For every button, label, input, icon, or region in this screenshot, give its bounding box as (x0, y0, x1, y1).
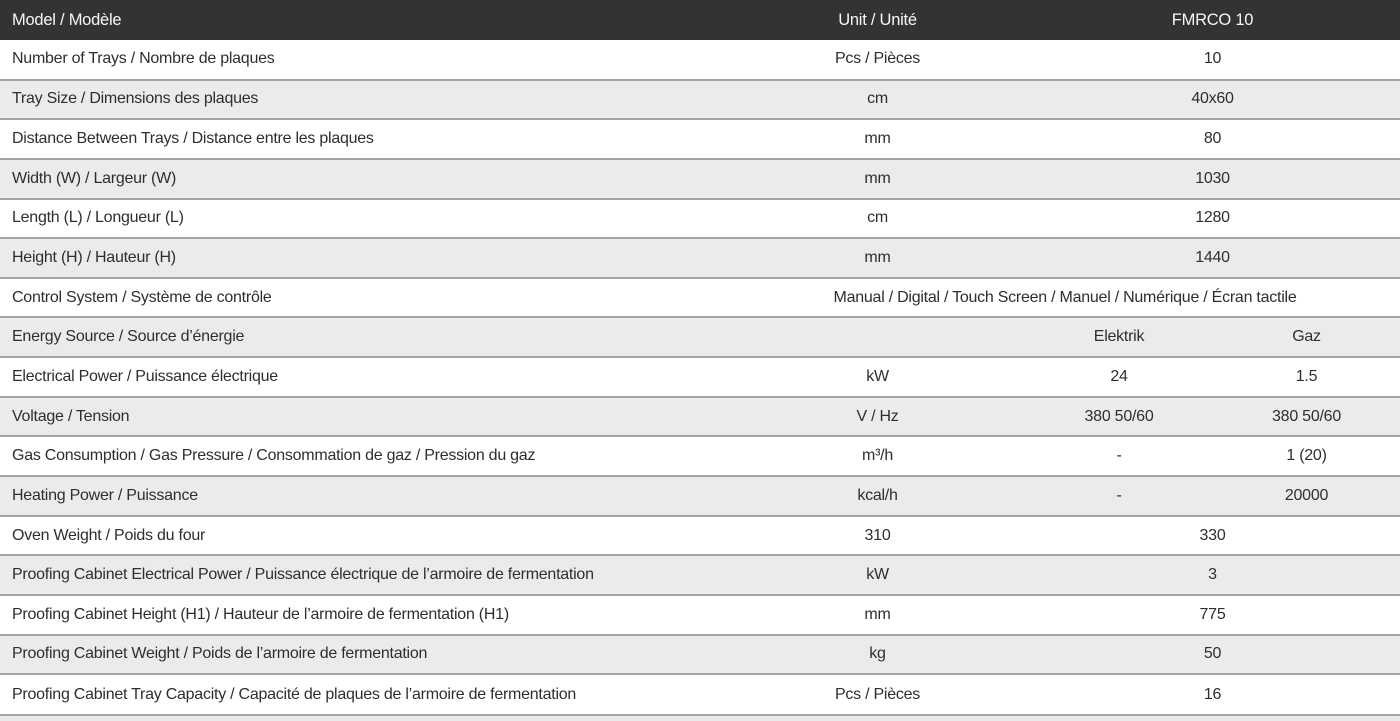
table-row: Proofing Cabinet Height (H1) / Hauteur d… (0, 594, 1400, 635)
next-row-edge (0, 714, 1400, 721)
unit-cell: V / Hz (856, 407, 899, 425)
table-row: Electrical Power / Puissance électrique … (0, 357, 1400, 397)
value-cell: 50 (1203, 645, 1222, 663)
row-label: Height (H) / Hauteur (H) (12, 249, 176, 267)
value-cell-span: Manual / Digital / Touch Screen / Manuel… (833, 288, 1297, 306)
table-row: Proofing Cabinet Weight / Poids de l’arm… (0, 634, 1400, 675)
header-model-label: Model / Modèle (12, 10, 122, 29)
value-cell-gaz: 20000 (1284, 486, 1329, 504)
row-label: Heating Power / Puissance (12, 486, 198, 504)
table-row: Control System / Système de contrôle Man… (0, 277, 1400, 318)
row-label: Voltage / Tension (12, 407, 130, 425)
unit-cell: mm (864, 605, 891, 623)
table-header-row: Model / Modèle Unit / Unité FMRCO 10 (0, 0, 1400, 40)
unit-cell: m³/h (862, 447, 893, 465)
value-cell: 330 (1199, 526, 1226, 544)
row-label: Energy Source / Source d’énergie (12, 328, 245, 346)
value-cell: 775 (1199, 605, 1226, 623)
unit-cell: kcal/h (857, 486, 898, 504)
unit-cell: kW (866, 367, 889, 385)
unit-cell: cm (867, 209, 888, 227)
value-cell-gaz: 380 50/60 (1272, 407, 1341, 425)
value-cell: 16 (1203, 685, 1222, 703)
row-label: Width (W) / Largeur (W) (12, 169, 177, 187)
table-row: Width (W) / Largeur (W) mm 1030 (0, 158, 1400, 199)
unit-cell: Pcs / Pièces (834, 685, 921, 703)
value-cell-elektrik: 24 (1110, 367, 1128, 385)
unit-cell: mm (864, 169, 891, 187)
header-unit-label: Unit / Unité (838, 10, 917, 29)
value-cell-gaz: 1 (20) (1286, 447, 1327, 465)
unit-cell: mm (864, 130, 891, 148)
row-label: Tray Size / Dimensions des plaques (12, 90, 259, 108)
table-row: Proofing Cabinet Tray Capacity / Capacit… (0, 674, 1400, 714)
row-label: Number of Trays / Nombre de plaques (12, 50, 275, 68)
table-row: Height (H) / Hauteur (H) mm 1440 (0, 238, 1400, 278)
unit-cell: kg (869, 645, 886, 663)
table-row: Distance Between Trays / Distance entre … (0, 119, 1400, 159)
row-label: Proofing Cabinet Electrical Power / Puis… (12, 566, 594, 584)
table-row: Tray Size / Dimensions des plaques cm 40… (0, 79, 1400, 120)
unit-cell (730, 317, 1025, 357)
value-cell-gaz: Gaz (1292, 328, 1321, 346)
value-cell-gaz: 1.5 (1295, 367, 1318, 385)
row-label: Gas Consumption / Gas Pressure / Consomm… (12, 447, 536, 465)
row-label: Oven Weight / Poids du four (12, 526, 206, 544)
value-cell: 40x60 (1191, 90, 1234, 108)
table-row: Voltage / Tension V / Hz 380 50/60 380 5… (0, 396, 1400, 437)
table-row: Oven Weight / Poids du four 310 330 (0, 515, 1400, 556)
unit-cell: 310 (864, 526, 891, 544)
value-cell-elektrik: 380 50/60 (1084, 407, 1154, 425)
row-label: Proofing Cabinet Weight / Poids de l’arm… (12, 645, 428, 663)
value-cell: 80 (1203, 130, 1222, 148)
row-label: Proofing Cabinet Tray Capacity / Capacit… (12, 685, 577, 703)
value-cell: 1440 (1195, 249, 1230, 267)
table-row: Gas Consumption / Gas Pressure / Consomm… (0, 436, 1400, 477)
header-model-value: FMRCO 10 (1171, 10, 1254, 29)
row-label: Control System / Système de contrôle (12, 288, 272, 306)
row-label: Electrical Power / Puissance électrique (12, 367, 278, 385)
value-cell: 1280 (1195, 209, 1230, 227)
table-row: Energy Source / Source d’énergie Elektri… (0, 317, 1400, 358)
table-row: Heating Power / Puissance kcal/h - 20000 (0, 476, 1400, 516)
table-row: Number of Trays / Nombre de plaques Pcs … (0, 40, 1400, 80)
row-label: Proofing Cabinet Height (H1) / Hauteur d… (12, 605, 509, 623)
value-cell: 1030 (1195, 169, 1230, 187)
unit-cell: mm (864, 249, 891, 267)
value-cell-elektrik: Elektrik (1093, 328, 1145, 346)
table-row: Length (L) / Longueur (L) cm 1280 (0, 198, 1400, 239)
table-row: Proofing Cabinet Electrical Power / Puis… (0, 555, 1400, 595)
value-cell-elektrik: - (1116, 486, 1122, 504)
unit-cell: cm (867, 90, 888, 108)
unit-cell: Pcs / Pièces (834, 50, 921, 68)
value-cell: 10 (1203, 50, 1222, 68)
value-cell: 3 (1208, 566, 1217, 584)
value-cell-elektrik: - (1116, 447, 1122, 465)
row-label: Distance Between Trays / Distance entre … (12, 130, 374, 148)
unit-cell: kW (866, 566, 889, 584)
row-label: Length (L) / Longueur (L) (12, 209, 184, 227)
